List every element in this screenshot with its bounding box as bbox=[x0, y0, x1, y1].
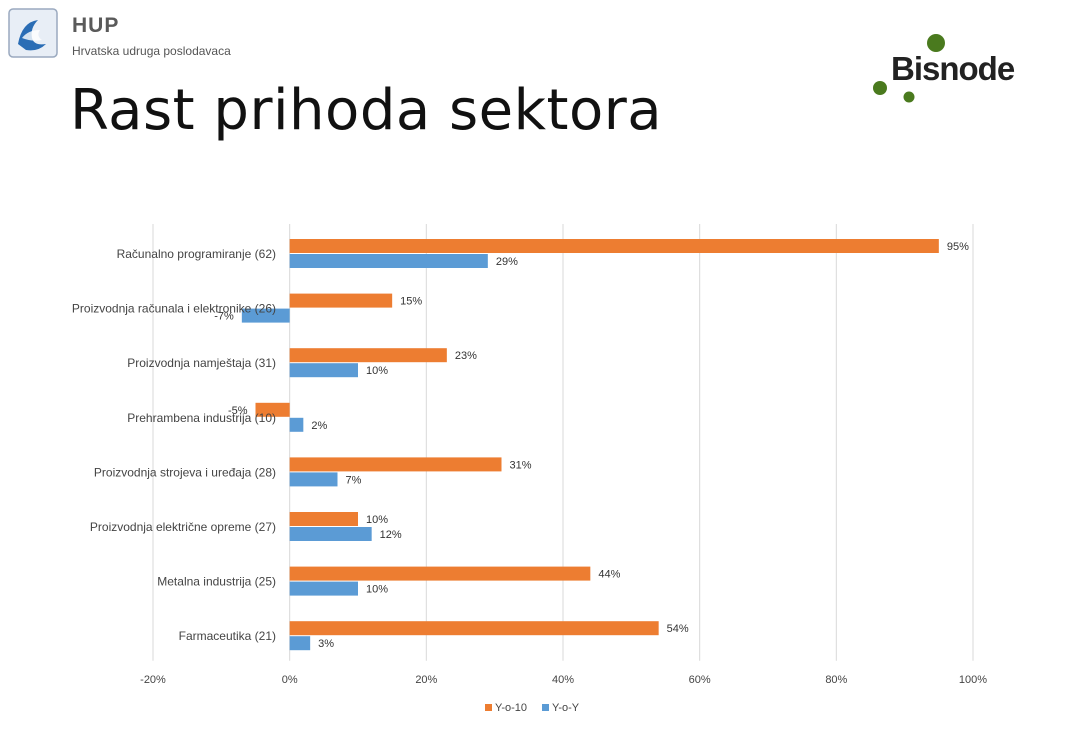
x-tick-label: 80% bbox=[825, 674, 847, 686]
data-label: 95% bbox=[947, 241, 969, 253]
data-label: 3% bbox=[318, 638, 334, 650]
bar bbox=[289, 239, 939, 253]
data-label: -7% bbox=[214, 311, 234, 323]
data-label: 23% bbox=[455, 350, 477, 362]
bar bbox=[289, 293, 393, 308]
data-label: 31% bbox=[510, 459, 532, 471]
bar bbox=[289, 417, 304, 432]
hup-logo bbox=[8, 8, 58, 58]
category-label: Računalno programiranje (62) bbox=[117, 247, 276, 261]
bar bbox=[289, 348, 447, 363]
bar bbox=[289, 636, 311, 651]
org-subtitle: Hrvatska udruga poslodavaca bbox=[72, 44, 231, 58]
bar bbox=[289, 363, 358, 378]
category-label: Prehrambena industrija (10) bbox=[127, 411, 276, 425]
category-label: Proizvodnja električne opreme (27) bbox=[90, 520, 276, 534]
bar bbox=[289, 457, 502, 472]
bar bbox=[289, 581, 358, 596]
data-label: 7% bbox=[346, 474, 362, 486]
grid-lines bbox=[152, 224, 974, 661]
x-tick-label: 40% bbox=[552, 674, 574, 686]
bar bbox=[241, 308, 290, 323]
data-label: 15% bbox=[400, 296, 422, 308]
legend-swatch bbox=[542, 704, 549, 711]
data-label: 54% bbox=[667, 623, 689, 635]
data-label: -5% bbox=[228, 405, 248, 417]
data-label: 44% bbox=[598, 569, 620, 581]
category-label: Proizvodnja računala i elektronike (26) bbox=[72, 302, 276, 316]
page-title: Rast prihoda sektora bbox=[70, 78, 663, 143]
legend: Y-o-10 Y-o-Y bbox=[485, 702, 580, 714]
bar bbox=[289, 472, 338, 487]
org-name: HUP bbox=[72, 14, 120, 37]
x-tick-label: 20% bbox=[415, 674, 437, 686]
data-label: 10% bbox=[366, 365, 388, 377]
labels: -20% 0% 20% 40% 60% 80% 100% Računalno programi… bbox=[72, 241, 987, 686]
legend-label: Y-o-Y bbox=[552, 702, 580, 714]
category-label: Metalna industrija (25) bbox=[157, 575, 276, 589]
data-label: 12% bbox=[380, 529, 402, 541]
data-label: 2% bbox=[311, 420, 327, 432]
x-tick-label: 0% bbox=[282, 674, 298, 686]
x-tick-label: 60% bbox=[689, 674, 711, 686]
category-label: Proizvodnja namještaja (31) bbox=[127, 356, 276, 370]
x-tick-label: -20% bbox=[140, 674, 166, 686]
category-label: Proizvodnja strojeva i uređaja (28) bbox=[94, 465, 276, 479]
bisnode-logo-dots bbox=[873, 34, 945, 103]
bar bbox=[255, 402, 290, 417]
bar bbox=[289, 566, 591, 581]
category-label: Farmaceutika (21) bbox=[179, 629, 276, 643]
bar bbox=[289, 621, 659, 636]
data-label: 10% bbox=[366, 584, 388, 596]
data-label: 10% bbox=[366, 514, 388, 526]
bar bbox=[289, 512, 358, 526]
legend-label: Y-o-10 bbox=[495, 702, 527, 714]
bars bbox=[241, 239, 939, 651]
legend-swatch bbox=[485, 704, 492, 711]
data-label: 29% bbox=[496, 256, 518, 268]
bar bbox=[289, 527, 372, 541]
bar bbox=[289, 254, 488, 268]
partner-name: Bisnode bbox=[891, 50, 1015, 87]
x-tick-label: 100% bbox=[959, 674, 987, 686]
